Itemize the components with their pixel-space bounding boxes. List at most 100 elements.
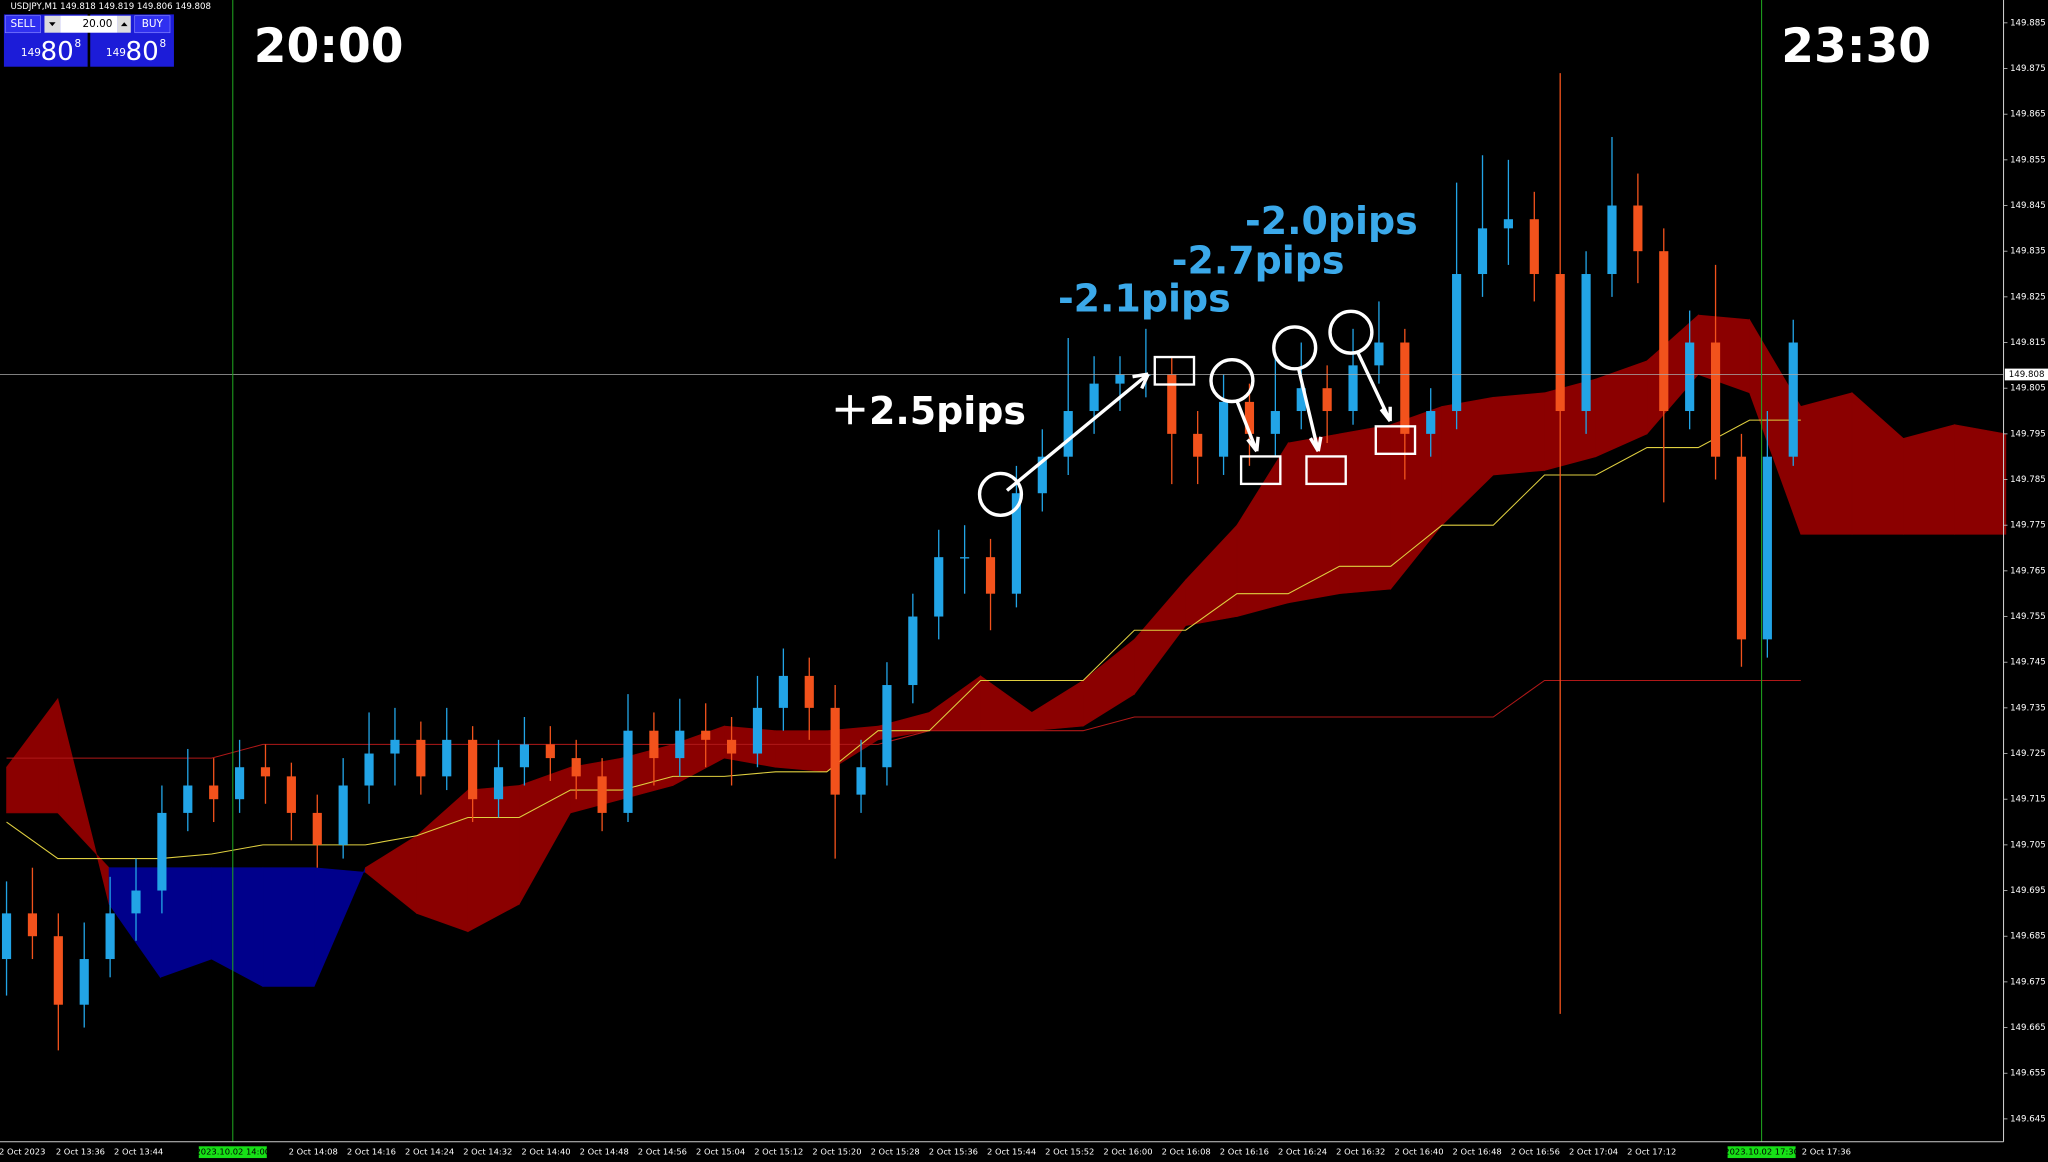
candle-body bbox=[960, 557, 970, 559]
dropdown-arrow bbox=[49, 22, 56, 27]
candle-body bbox=[53, 936, 63, 1005]
sell-price-big: 80 bbox=[41, 37, 74, 67]
candle-body bbox=[856, 767, 866, 795]
y-tick-label: 149.875 bbox=[2010, 64, 2046, 74]
candle-body bbox=[1736, 456, 1747, 640]
x-tick-label: 2 Oct 14:56 bbox=[638, 1147, 687, 1157]
x-tick-label: 2 Oct 14:40 bbox=[521, 1147, 570, 1157]
y-tick-label: 149.695 bbox=[2010, 886, 2046, 896]
x-tick-label: 2 Oct 15:12 bbox=[754, 1147, 803, 1157]
y-tick-label: 149.865 bbox=[2010, 110, 2046, 120]
cloud-segment bbox=[1287, 433, 1340, 604]
pips-label: -2.0pips bbox=[1245, 199, 1418, 243]
y-tick-label: 149.705 bbox=[2010, 840, 2046, 850]
candle-body bbox=[1503, 219, 1513, 229]
pips-label: -2.1pips bbox=[1058, 276, 1231, 320]
x-tick-label: 2 Oct 16:24 bbox=[1278, 1147, 1327, 1157]
x-tick-label: 2 Oct 15:28 bbox=[871, 1147, 920, 1157]
x-tick-label: 2 Oct 15:36 bbox=[929, 1147, 978, 1157]
exit-box bbox=[1305, 455, 1347, 486]
time-marker-box bbox=[1727, 1146, 1796, 1159]
candle-body bbox=[1374, 342, 1384, 366]
y-tick-label: 149.735 bbox=[2010, 703, 2046, 713]
buy-label[interactable]: BUY bbox=[142, 18, 164, 30]
time-marker-label: 2023.10.02 14:00 bbox=[195, 1147, 270, 1157]
y-tick-label: 149.855 bbox=[2010, 155, 2046, 165]
y-tick-label: 149.775 bbox=[2010, 521, 2046, 531]
trade-markers bbox=[977, 309, 1417, 517]
cloud-segment bbox=[775, 730, 828, 773]
candle-body bbox=[1607, 205, 1617, 275]
trade-arrow bbox=[1296, 368, 1323, 453]
time-annotation: 20:00 bbox=[254, 19, 404, 74]
y-tick-label: 149.755 bbox=[2010, 612, 2046, 622]
candle-body bbox=[934, 557, 944, 617]
entry-circle bbox=[1328, 309, 1374, 355]
x-tick-label: 2 Oct 15:44 bbox=[987, 1147, 1036, 1157]
sell-button[interactable] bbox=[4, 15, 41, 34]
y-tick-label: 149.645 bbox=[2010, 1114, 2046, 1124]
x-tick-label: 2 Oct 16:16 bbox=[1220, 1147, 1269, 1157]
y-tick-label: 149.665 bbox=[2010, 1023, 2046, 1033]
bid-label: 149.808 bbox=[2009, 370, 2045, 380]
x-tick-label: 2 Oct 14:24 bbox=[405, 1147, 454, 1157]
x-tick-label: 2 Oct 13:36 bbox=[56, 1147, 105, 1157]
cloud-segment bbox=[1339, 424, 1392, 595]
x-tick-label: 2 Oct 13:44 bbox=[114, 1147, 163, 1157]
candle-body bbox=[1788, 342, 1798, 457]
candle-body bbox=[209, 785, 219, 800]
candle-body bbox=[519, 744, 530, 768]
candle-body bbox=[985, 557, 996, 594]
trade-arrow bbox=[1005, 372, 1150, 492]
y-tick-label: 149.675 bbox=[2010, 977, 2046, 987]
x-tick-label: 2 Oct 16:48 bbox=[1453, 1147, 1502, 1157]
candle-body bbox=[27, 913, 38, 937]
buy-price-small: 149 bbox=[106, 47, 126, 59]
candle-body bbox=[1011, 493, 1021, 594]
candle-body bbox=[1400, 342, 1410, 434]
candle-body bbox=[1659, 251, 1669, 412]
x-tick-label: 2 Oct 14:16 bbox=[347, 1147, 396, 1157]
entry-circle bbox=[1272, 325, 1318, 371]
y-tick-label: 149.815 bbox=[2010, 338, 2046, 348]
y-tick-label: 149.825 bbox=[2010, 292, 2046, 302]
cloud-segment bbox=[262, 867, 315, 987]
candle-body bbox=[1193, 433, 1203, 457]
trade-arrow bbox=[1355, 351, 1392, 423]
candle-body bbox=[493, 767, 504, 800]
candle-body bbox=[1581, 274, 1591, 412]
exit-box bbox=[1153, 355, 1196, 386]
lot-input[interactable] bbox=[60, 15, 118, 33]
y-tick-label: 149.785 bbox=[2010, 475, 2046, 485]
candle-body bbox=[752, 707, 763, 754]
buy-button[interactable] bbox=[134, 15, 171, 34]
candle-body bbox=[183, 785, 193, 813]
candle-body bbox=[1037, 456, 1047, 494]
cloud-segment bbox=[1954, 424, 2007, 535]
symbol-header: USDJPY,M1 149.818 149.819 149.806 149.80… bbox=[10, 2, 211, 12]
time-marker-label: 2023.10.02 17:30 bbox=[1724, 1147, 1799, 1157]
candle-body bbox=[105, 913, 115, 960]
lot-value[interactable]: 20.00 bbox=[83, 18, 113, 30]
x-tick-label: 2 Oct 16:40 bbox=[1394, 1147, 1443, 1157]
candle-body bbox=[1426, 411, 1436, 434]
candle-body bbox=[1710, 342, 1721, 457]
sell-label[interactable]: SELL bbox=[10, 18, 35, 30]
candle-body bbox=[1477, 228, 1488, 275]
candle-body bbox=[1762, 456, 1772, 640]
candle-body bbox=[1685, 342, 1695, 412]
y-tick-label: 149.765 bbox=[2010, 566, 2046, 576]
y-tick-label: 149.655 bbox=[2010, 1069, 2046, 1079]
candle-body bbox=[571, 758, 581, 777]
x-tick-label: 2 Oct 16:08 bbox=[1162, 1147, 1211, 1157]
candle-body bbox=[364, 753, 374, 786]
trade-arrow bbox=[1235, 400, 1260, 453]
exit-box bbox=[1239, 455, 1282, 486]
candle-body bbox=[1529, 219, 1539, 275]
pips-label: -2.7pips bbox=[1172, 238, 1345, 282]
candle-body bbox=[908, 616, 918, 686]
time-annotation: 23:30 bbox=[1781, 19, 1931, 74]
candle-body bbox=[804, 675, 814, 708]
x-tick-label: 2 Oct 16:32 bbox=[1336, 1147, 1385, 1157]
